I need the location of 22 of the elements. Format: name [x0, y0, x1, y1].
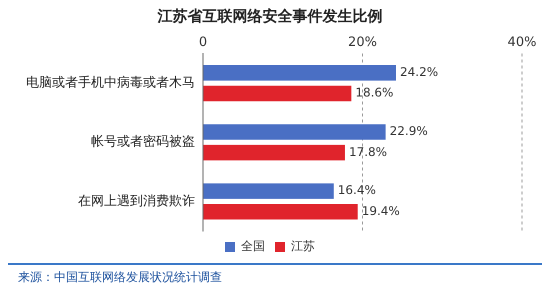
bar: [204, 144, 345, 160]
source-note: 来源：中国互联网络发展状况统计调查: [8, 263, 542, 286]
data-label: 17.8%: [348, 144, 388, 159]
x-tick-label: 40%: [508, 35, 536, 50]
x-tick-label: 20%: [348, 35, 377, 50]
legend-label: 江苏: [291, 239, 315, 254]
bar: [204, 124, 386, 140]
bar: [204, 204, 358, 220]
y-tick-label: 电脑或者手机中病毒或者木马: [26, 76, 195, 91]
bar: [204, 86, 352, 102]
data-label: 16.4%: [338, 183, 376, 198]
data-label: 24.2%: [400, 64, 438, 79]
y-tick-label: 帐号或者密码被盗: [91, 134, 195, 150]
data-label: 18.6%: [355, 86, 394, 100]
chart-title: 江苏省互联网络安全事件发生比例: [156, 6, 382, 25]
data-label: 22.9%: [390, 124, 428, 138]
data-label: 19.4%: [362, 204, 400, 218]
legend-label: 全国: [241, 239, 265, 254]
x-tick-label: 0: [198, 35, 208, 50]
bar: [204, 65, 396, 81]
bar: [204, 183, 334, 199]
y-tick-label: 在网上遇到消费欺诈: [78, 194, 195, 209]
